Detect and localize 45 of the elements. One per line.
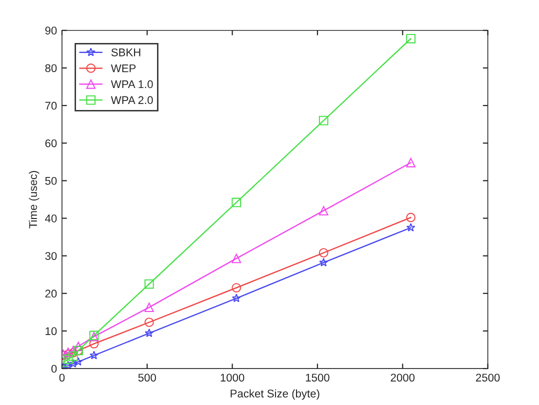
point bbox=[319, 258, 328, 266]
legend-label: WEP bbox=[110, 64, 136, 72]
x-tick-label: 500 bbox=[138, 374, 156, 382]
point bbox=[232, 294, 241, 302]
y-tick-label: 50 bbox=[45, 176, 57, 185]
point bbox=[232, 198, 242, 208]
point bbox=[144, 328, 154, 338]
point bbox=[406, 34, 416, 44]
point bbox=[318, 116, 328, 126]
point bbox=[74, 342, 84, 352]
point bbox=[144, 279, 154, 289]
point bbox=[406, 212, 416, 222]
point bbox=[144, 318, 154, 328]
x-axis-title: Packet Size (byte) bbox=[230, 389, 320, 400]
point bbox=[144, 302, 154, 312]
x-tick-label: 1500 bbox=[306, 374, 330, 382]
point bbox=[68, 351, 78, 361]
point bbox=[89, 339, 99, 348]
y-tick-label: 80 bbox=[45, 64, 57, 72]
point bbox=[63, 354, 73, 364]
point bbox=[406, 158, 416, 168]
y-tick-label: 90 bbox=[45, 26, 57, 35]
y-tick-label: 70 bbox=[45, 102, 57, 110]
legend-label: WPA 1.0 bbox=[110, 80, 153, 88]
point bbox=[74, 357, 83, 366]
point bbox=[406, 222, 416, 232]
y-tick-label: 40 bbox=[45, 214, 57, 222]
x-tick-label: 2000 bbox=[390, 374, 415, 382]
point bbox=[68, 358, 78, 368]
y-tick-label: 60 bbox=[45, 139, 57, 148]
legend-label: WPA 2.0 bbox=[110, 96, 153, 104]
y-tick-label: 20 bbox=[45, 290, 57, 298]
point bbox=[318, 248, 328, 258]
y-tick-label: 10 bbox=[46, 327, 57, 336]
x-tick-label: 0 bbox=[59, 374, 65, 382]
x-tick-label: 1000 bbox=[220, 374, 244, 382]
y-tick-label: 0 bbox=[51, 364, 57, 373]
y-axis-title: Time (usec) bbox=[28, 171, 40, 228]
y-tick-label: 30 bbox=[45, 252, 57, 260]
legend-label: SBKH bbox=[111, 48, 140, 56]
point bbox=[90, 350, 98, 360]
point bbox=[232, 283, 242, 292]
point bbox=[318, 206, 328, 216]
x-tick-label: 2500 bbox=[476, 374, 500, 382]
point bbox=[232, 254, 242, 264]
